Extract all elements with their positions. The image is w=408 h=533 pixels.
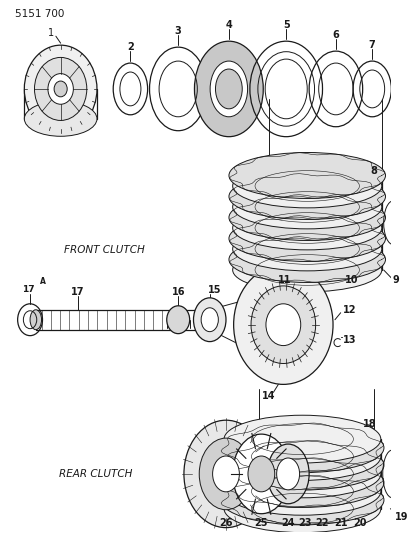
Ellipse shape xyxy=(224,433,381,480)
Ellipse shape xyxy=(233,185,382,229)
Ellipse shape xyxy=(229,215,386,262)
Text: 4: 4 xyxy=(226,20,232,30)
Text: 17: 17 xyxy=(22,285,35,294)
Text: 10: 10 xyxy=(345,275,359,285)
Text: 19: 19 xyxy=(395,512,408,522)
Text: 9: 9 xyxy=(393,275,399,285)
Ellipse shape xyxy=(233,248,382,292)
Text: 6: 6 xyxy=(333,30,339,40)
Ellipse shape xyxy=(266,304,301,345)
Text: 2: 2 xyxy=(127,42,134,52)
Text: 16: 16 xyxy=(171,287,185,297)
Ellipse shape xyxy=(251,286,316,364)
Ellipse shape xyxy=(210,61,248,117)
Text: 20: 20 xyxy=(353,518,366,528)
Text: 25: 25 xyxy=(255,518,268,528)
Ellipse shape xyxy=(48,74,73,104)
Text: 15: 15 xyxy=(208,285,221,295)
Ellipse shape xyxy=(233,434,290,514)
Text: 8: 8 xyxy=(370,166,377,175)
Ellipse shape xyxy=(233,164,382,208)
Ellipse shape xyxy=(221,440,384,490)
Ellipse shape xyxy=(167,306,190,334)
Text: 11: 11 xyxy=(278,275,292,285)
Ellipse shape xyxy=(229,152,386,198)
Ellipse shape xyxy=(54,81,67,97)
Ellipse shape xyxy=(30,310,42,330)
Text: FRONT CLUTCH: FRONT CLUTCH xyxy=(64,245,144,255)
Ellipse shape xyxy=(215,69,242,109)
Ellipse shape xyxy=(229,174,386,220)
Text: 18: 18 xyxy=(364,419,377,429)
Ellipse shape xyxy=(234,265,333,384)
Ellipse shape xyxy=(267,444,309,504)
Ellipse shape xyxy=(213,456,239,492)
Ellipse shape xyxy=(221,458,384,507)
Ellipse shape xyxy=(221,423,384,473)
Text: REAR CLUTCH: REAR CLUTCH xyxy=(59,469,132,479)
Text: 24: 24 xyxy=(282,518,295,528)
Text: 21: 21 xyxy=(334,518,348,528)
Text: 12: 12 xyxy=(343,305,356,315)
Ellipse shape xyxy=(224,415,381,463)
Ellipse shape xyxy=(184,420,268,528)
Text: 3: 3 xyxy=(175,26,182,36)
Ellipse shape xyxy=(277,458,299,490)
Ellipse shape xyxy=(233,227,382,271)
Ellipse shape xyxy=(233,206,382,250)
Text: 17: 17 xyxy=(71,287,84,297)
Ellipse shape xyxy=(24,45,97,133)
Ellipse shape xyxy=(195,41,263,136)
Ellipse shape xyxy=(199,438,253,510)
Ellipse shape xyxy=(229,195,386,240)
Text: 14: 14 xyxy=(262,391,275,401)
Ellipse shape xyxy=(193,298,226,342)
Text: 7: 7 xyxy=(369,40,376,50)
Ellipse shape xyxy=(35,58,87,120)
Text: A: A xyxy=(40,277,46,286)
Text: 1: 1 xyxy=(48,28,54,38)
Ellipse shape xyxy=(229,237,386,282)
Text: 5151 700: 5151 700 xyxy=(15,10,64,19)
Ellipse shape xyxy=(224,450,381,498)
Text: 26: 26 xyxy=(219,518,233,528)
Ellipse shape xyxy=(24,101,97,136)
Text: 13: 13 xyxy=(343,335,356,345)
Text: 22: 22 xyxy=(315,518,328,528)
Ellipse shape xyxy=(221,475,384,525)
Ellipse shape xyxy=(224,467,381,515)
Ellipse shape xyxy=(201,308,218,332)
Ellipse shape xyxy=(248,456,275,492)
Ellipse shape xyxy=(224,485,381,532)
Text: 23: 23 xyxy=(299,518,312,528)
Text: 5: 5 xyxy=(283,20,290,30)
